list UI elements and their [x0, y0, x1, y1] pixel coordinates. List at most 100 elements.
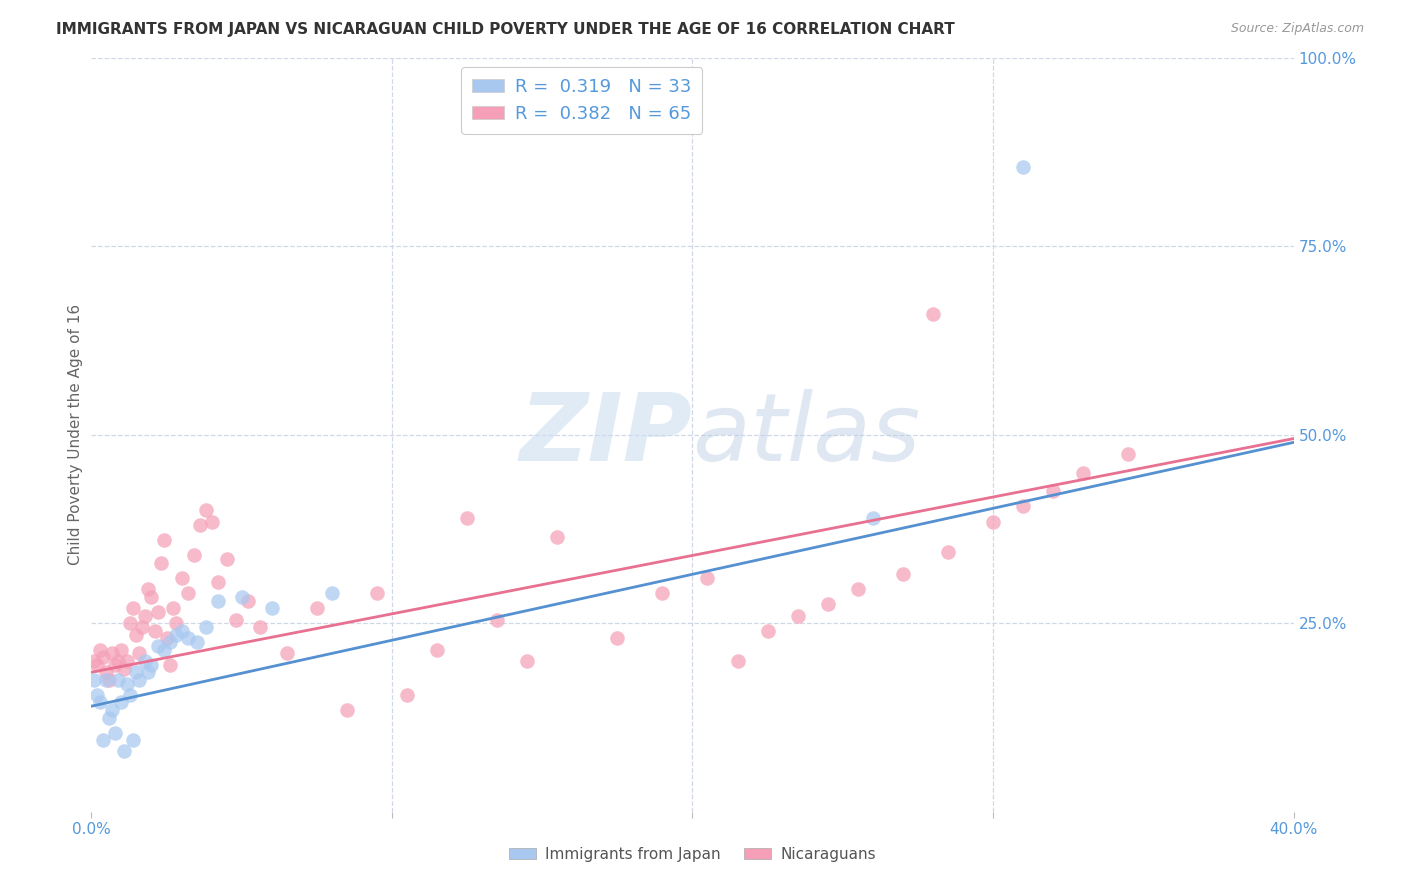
Point [159, 657, 181, 672]
Point [114, 744, 136, 758]
Point [83, 673, 105, 687]
Point [981, 515, 1004, 529]
Point [149, 556, 172, 570]
Point [176, 586, 198, 600]
Legend: Immigrants from Japan, Nicaraguans: Immigrants from Japan, Nicaraguans [502, 841, 883, 868]
Point [215, 552, 238, 566]
Point [1071, 466, 1094, 480]
Point [276, 647, 298, 661]
Point [170, 571, 193, 585]
Point [120, 688, 142, 702]
Point [260, 601, 283, 615]
Point [131, 620, 153, 634]
Point [96, 665, 118, 680]
Point [162, 601, 184, 615]
Point [922, 307, 945, 321]
Point [125, 627, 148, 641]
Point [134, 608, 156, 623]
Point [98, 710, 121, 724]
Point [651, 586, 673, 600]
Point [186, 635, 208, 649]
Point [101, 703, 124, 717]
Point [366, 586, 388, 600]
Point [756, 624, 779, 638]
Point [101, 647, 124, 661]
Point [165, 627, 187, 641]
Point [114, 661, 136, 675]
Point [146, 605, 169, 619]
Text: IMMIGRANTS FROM JAPAN VS NICARAGUAN CHILD POVERTY UNDER THE AGE OF 16 CORRELATIO: IMMIGRANTS FROM JAPAN VS NICARAGUAN CHIL… [56, 22, 955, 37]
Point [122, 733, 145, 747]
Point [122, 601, 145, 615]
Point [128, 647, 150, 661]
Point [395, 688, 418, 702]
Point [155, 632, 177, 646]
Point [141, 590, 163, 604]
Point [225, 613, 247, 627]
Point [152, 642, 174, 657]
Point [86, 688, 108, 702]
Point [143, 624, 166, 638]
Point [486, 613, 509, 627]
Point [231, 590, 253, 604]
Point [516, 654, 538, 668]
Point [696, 571, 718, 585]
Point [120, 616, 142, 631]
Point [134, 654, 156, 668]
Point [176, 632, 198, 646]
Point [846, 582, 869, 597]
Point [606, 632, 628, 646]
Point [817, 598, 839, 612]
Point [183, 549, 205, 563]
Point [96, 673, 118, 687]
Point [110, 642, 132, 657]
Point [138, 665, 160, 680]
Point [146, 639, 169, 653]
Point [104, 725, 127, 739]
Point [546, 530, 568, 544]
Point [98, 673, 121, 687]
Point [152, 533, 174, 548]
Point [159, 635, 181, 649]
Point [117, 676, 139, 690]
Point [165, 616, 187, 631]
Point [426, 642, 449, 657]
Point [170, 624, 193, 638]
Y-axis label: Child Poverty Under the Age of 16: Child Poverty Under the Age of 16 [67, 304, 83, 566]
Point [93, 733, 115, 747]
Point [188, 518, 211, 533]
Point [1012, 161, 1035, 175]
Point [305, 601, 328, 615]
Point [249, 620, 271, 634]
Point [138, 582, 160, 597]
Point [117, 654, 139, 668]
Point [236, 593, 259, 607]
Point [107, 673, 129, 687]
Point [194, 503, 217, 517]
Point [891, 567, 914, 582]
Point [336, 703, 359, 717]
Point [786, 608, 808, 623]
Point [110, 695, 132, 709]
Point [125, 665, 148, 680]
Point [201, 515, 224, 529]
Point [936, 544, 959, 558]
Point [207, 593, 229, 607]
Point [727, 654, 749, 668]
Point [1012, 500, 1035, 514]
Text: ZIP: ZIP [520, 389, 692, 481]
Point [456, 510, 478, 524]
Point [104, 657, 127, 672]
Point [89, 642, 111, 657]
Text: atlas: atlas [692, 389, 921, 481]
Point [141, 657, 163, 672]
Point [89, 695, 111, 709]
Point [194, 620, 217, 634]
Point [207, 574, 229, 589]
Point [128, 673, 150, 687]
Point [83, 654, 105, 668]
Point [862, 510, 884, 524]
Point [107, 654, 129, 668]
Point [1116, 447, 1139, 461]
Point [1042, 484, 1064, 499]
